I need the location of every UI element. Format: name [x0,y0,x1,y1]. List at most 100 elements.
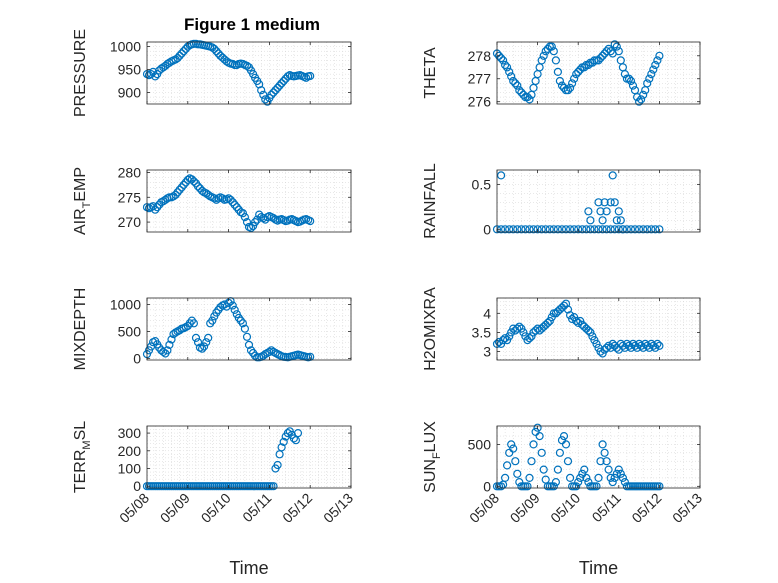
plot-area [147,426,351,488]
data-point [620,69,630,79]
y-axis-label: MIXDEPTH [72,288,89,371]
x-tick-label: 05/11 [589,490,625,526]
data-point [606,473,615,482]
x-axis-label: Time [229,558,268,578]
y-tick-label: 1000 [110,296,141,312]
data-point [517,88,526,97]
series-markers [142,174,315,233]
panel-air-temp: 270 275 280 AIRTEMP [72,164,352,235]
data-point [543,318,552,327]
data-point [639,90,648,99]
data-point [598,225,607,234]
data-point [592,482,601,491]
data-point [251,218,260,227]
y-tick-label: 0 [483,221,491,237]
axes-box [496,425,701,489]
data-point [529,225,538,234]
data-point [624,74,634,83]
data-point [572,482,581,491]
data-point [553,225,563,234]
data-point [651,225,660,234]
data-point [511,457,520,466]
data-point [569,74,579,83]
data-point [612,216,621,225]
figure-title: Figure 1 medium [184,15,320,34]
data-point [580,465,589,474]
data-point [590,225,599,234]
axes-box [146,169,352,233]
data-point [509,76,518,86]
data-point [163,346,172,355]
data-point [511,79,520,88]
y-tick-label: 1000 [110,39,141,55]
data-point [576,65,585,74]
data-point [499,56,508,65]
data-point [567,314,577,324]
y-tick-label: 300 [118,425,142,441]
data-point [265,347,274,356]
data-point [306,71,315,81]
data-point [639,225,648,234]
data-point [173,53,182,63]
data-point [569,313,579,322]
y-axis-label: H2OMIXRA [422,287,439,371]
data-point [630,341,640,350]
data-point [259,351,268,360]
data-point [515,478,524,487]
data-point [600,448,609,457]
data-point [513,225,522,234]
data-point [598,440,607,449]
data-point [523,482,532,491]
data-point [596,457,605,466]
data-point [567,79,577,88]
axes-box [146,41,352,105]
data-point [561,299,571,308]
y-axis-label: TERRMSL [72,421,93,493]
data-point [655,341,664,350]
axes-box [146,297,352,361]
data-point [289,434,298,443]
data-point [612,469,621,478]
x-tick-label: 05/13 [669,490,705,526]
data-point [647,69,656,79]
plot-area [497,42,700,104]
data-point [259,90,268,99]
data-point [537,225,546,234]
data-point [634,97,644,106]
x-tick-label: 05/08 [116,490,152,526]
data-point [561,440,571,449]
data-point [574,225,583,234]
data-point [228,301,237,310]
data-point [283,429,292,438]
data-point [507,72,516,81]
data-point [596,347,605,356]
data-point [594,473,603,482]
data-point [273,83,282,93]
data-point [515,322,524,331]
data-point [565,83,575,93]
data-point [509,225,518,234]
data-point [533,423,542,432]
data-point [604,341,613,350]
data-point [651,343,660,352]
data-point [212,195,221,204]
data-point [293,429,303,438]
data-point [179,180,188,189]
x-tick-label: 05/12 [279,490,315,526]
data-point [655,482,664,491]
data-point [565,225,575,234]
data-point [238,319,247,328]
data-point [153,203,162,212]
data-point [598,51,607,60]
panel-mixdepth: 0 500 1000 MIXDEPTH [72,288,352,371]
data-point [565,473,575,482]
data-point [616,216,625,225]
data-point [655,225,664,234]
data-point [596,207,605,216]
y-tick-label: 3 [483,344,491,360]
data-point [618,341,628,350]
data-point [198,344,207,353]
data-point [594,56,603,65]
